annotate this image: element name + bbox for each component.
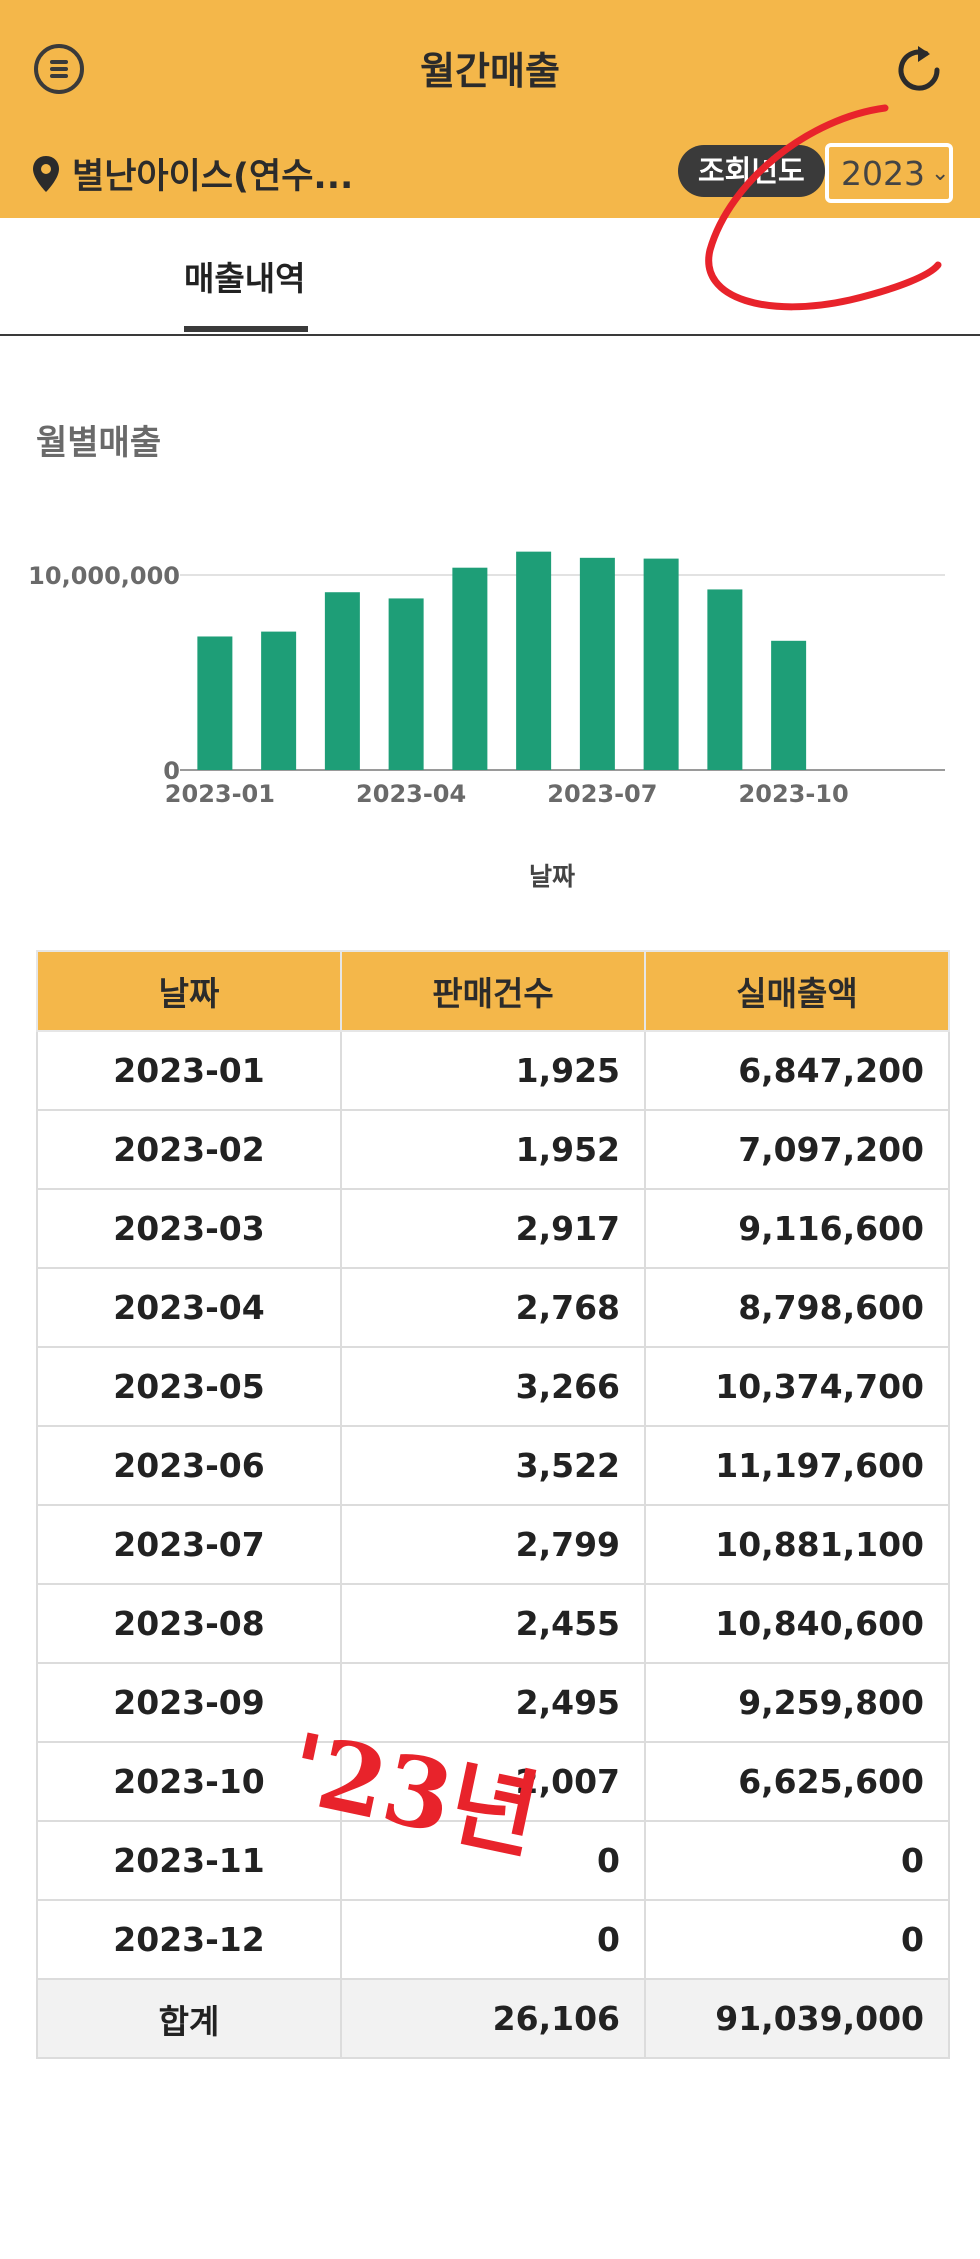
cell-net-sales: 8,798,600 (644, 1267, 950, 1348)
cell-date: 2023-07 (36, 1504, 342, 1585)
y-tick-label: 0 (163, 757, 180, 785)
bar (771, 640, 807, 770)
bar (197, 636, 233, 770)
cell-sales-count: 3,522 (340, 1425, 646, 1506)
cell-date: 합계 (36, 1978, 342, 2059)
x-tick-label: 2023-04 (356, 780, 466, 808)
chevron-down-icon: ⌄ (930, 160, 950, 186)
cell-sales-count: 3,266 (340, 1346, 646, 1427)
table-row: 2023-08 2,455 10,840,600 (36, 1583, 950, 1664)
x-tick-label: 2023-01 (165, 780, 275, 808)
cell-net-sales: 10,374,700 (644, 1346, 950, 1427)
cell-sales-count: 2,768 (340, 1267, 646, 1348)
x-tick-label: 2023-10 (739, 780, 849, 808)
cell-sales-count: 26,106 (340, 1978, 646, 2059)
cell-date: 2023-11 (36, 1820, 342, 1901)
header-sales-count: 판매건수 (340, 950, 646, 1032)
bar (516, 551, 552, 770)
cell-net-sales: 11,197,600 (644, 1425, 950, 1506)
table-row: 2023-04 2,768 8,798,600 (36, 1267, 950, 1348)
cell-net-sales: 10,881,100 (644, 1504, 950, 1585)
cell-net-sales: 91,039,000 (644, 1978, 950, 2059)
refresh-icon[interactable] (890, 40, 950, 100)
cell-sales-count: 2,007 (340, 1741, 646, 1822)
cell-sales-count: 1,925 (340, 1030, 646, 1111)
cell-sales-count: 0 (340, 1899, 646, 1980)
bar (261, 631, 297, 770)
x-axis-title: 날짜 (529, 862, 575, 891)
cell-net-sales: 9,259,800 (644, 1662, 950, 1743)
table-row: 2023-01 1,925 6,847,200 (36, 1030, 950, 1111)
year-dropdown-value: 2023 (841, 153, 925, 193)
table-row: 2023-03 2,917 9,116,600 (36, 1188, 950, 1269)
cell-date: 2023-02 (36, 1109, 342, 1190)
cell-date: 2023-05 (36, 1346, 342, 1427)
table-row: 2023-09 2,495 9,259,800 (36, 1662, 950, 1743)
cell-sales-count: 2,799 (340, 1504, 646, 1585)
cell-sales-count: 2,495 (340, 1662, 646, 1743)
cell-net-sales: 7,097,200 (644, 1109, 950, 1190)
cell-sales-count: 0 (340, 1820, 646, 1901)
store-selector[interactable]: 별난아이스(연수... (32, 148, 353, 199)
bar (452, 567, 488, 770)
cell-sales-count: 1,952 (340, 1109, 646, 1190)
table-row: 2023-12 0 0 (36, 1899, 950, 1980)
table-row: 2023-11 0 0 (36, 1820, 950, 1901)
bar (579, 557, 615, 770)
menu-icon[interactable] (34, 44, 84, 94)
page-title: 월간매출 (420, 49, 560, 93)
store-name: 별난아이스(연수... (72, 157, 354, 197)
cell-net-sales: 9,116,600 (644, 1188, 950, 1269)
cell-sales-count: 2,917 (340, 1188, 646, 1269)
active-tab-indicator (184, 326, 308, 332)
cell-date: 2023-04 (36, 1267, 342, 1348)
table-row: 2023-10 2,007 6,625,600 (36, 1741, 950, 1822)
bar (388, 598, 424, 770)
cell-sales-count: 2,455 (340, 1583, 646, 1664)
cell-date: 2023-08 (36, 1583, 342, 1664)
tab-sales-history[interactable]: 매출내역 (184, 259, 306, 298)
section-title: 월별매출 (36, 423, 162, 463)
header-net-sales: 실매출액 (644, 950, 950, 1032)
app-header: 월간매출 별난아이스(연수... 조회년도 2023 ⌄ (0, 0, 980, 218)
cell-date: 2023-12 (36, 1899, 342, 1980)
cell-net-sales: 6,847,200 (644, 1030, 950, 1111)
table-row: 2023-07 2,799 10,881,100 (36, 1504, 950, 1585)
year-label-badge: 조회년도 (678, 145, 825, 197)
table-row: 2023-06 3,522 11,197,600 (36, 1425, 950, 1506)
table-row: 2023-02 1,952 7,097,200 (36, 1109, 950, 1190)
cell-net-sales: 10,840,600 (644, 1583, 950, 1664)
y-tick-label: 10,000,000 (28, 562, 180, 590)
cell-date: 2023-09 (36, 1662, 342, 1743)
cell-date: 2023-06 (36, 1425, 342, 1506)
year-dropdown[interactable]: 2023 ⌄ (825, 143, 953, 203)
sales-table-container: 날짜 판매건수 실매출액 2023-01 1,925 6,847,200 2023-0… (36, 950, 950, 2059)
monthly-sales-chart: 0 10,000,000 2023-01 2023-04 2023-07 2023-10 날… (28, 551, 945, 891)
bar (643, 558, 679, 770)
location-pin-icon (33, 155, 59, 192)
table-total-row: 합계 26,106 91,039,000 (36, 1978, 950, 2059)
table-row: 2023-05 3,266 10,374,700 (36, 1346, 950, 1427)
cell-date: 2023-10 (36, 1741, 342, 1822)
bar (707, 589, 743, 770)
header-date: 날짜 (36, 950, 342, 1032)
cell-net-sales: 0 (644, 1899, 950, 1980)
cell-net-sales: 0 (644, 1820, 950, 1901)
x-tick-label: 2023-07 (547, 780, 657, 808)
cell-date: 2023-01 (36, 1030, 342, 1111)
tab-bar: 매출내역 (0, 218, 980, 336)
bar (324, 592, 360, 770)
sales-table: 날짜 판매건수 실매출액 2023-01 1,925 6,847,200 2023-0… (36, 950, 950, 2059)
table-header-row: 날짜 판매건수 실매출액 (36, 950, 950, 1032)
cell-date: 2023-03 (36, 1188, 342, 1269)
cell-net-sales: 6,625,600 (644, 1741, 950, 1822)
